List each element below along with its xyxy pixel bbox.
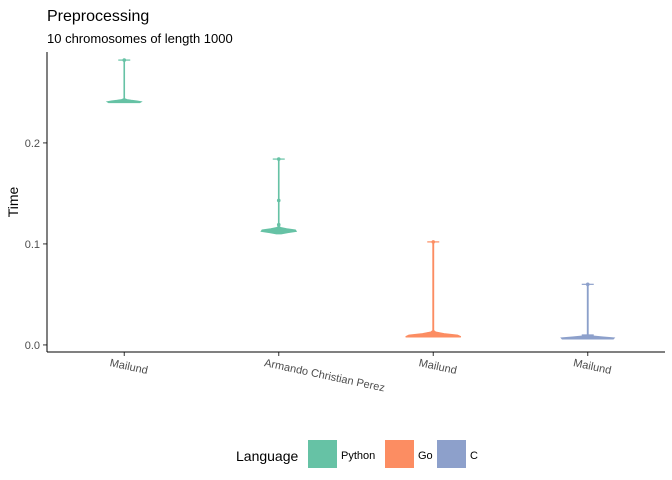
- x-axis: Mailund Armando Christian Perez Mailund Mai…: [109, 352, 612, 394]
- legend-label-go: Go: [418, 450, 433, 462]
- legend-label-python: Python: [341, 450, 375, 462]
- violin-peak: [581, 334, 594, 339]
- y-tick-label: 0.2: [25, 138, 40, 150]
- y-tick-label: 0.0: [25, 340, 40, 352]
- outlier-point: [276, 222, 281, 227]
- outlier-point: [276, 198, 281, 203]
- violin-peak: [427, 332, 440, 337]
- outlier-point: [431, 240, 436, 244]
- legend-title: Language: [236, 448, 299, 464]
- legend-label-c: C: [470, 450, 478, 462]
- outlier-point: [276, 157, 281, 161]
- legend-swatch-python: [308, 440, 337, 468]
- y-axis-title: Time: [5, 186, 21, 217]
- chart-subtitle: 10 chromosomes of length 1000: [47, 31, 233, 46]
- y-axis: 0.0 0.1 0.2: [25, 138, 47, 352]
- plot-area: [105, 58, 616, 340]
- x-tick-label: Armando Christian Perez: [263, 357, 386, 394]
- chart-title: Preprocessing: [47, 8, 149, 25]
- y-tick-label: 0.1: [25, 239, 40, 251]
- x-tick-label: Mailund: [572, 357, 612, 377]
- x-tick-label: Mailund: [109, 357, 149, 377]
- outlier-point: [585, 282, 590, 287]
- legend: Language Python Go C: [236, 440, 478, 468]
- legend-swatch-c: [437, 440, 466, 468]
- legend-swatch-go: [385, 440, 414, 468]
- x-tick-label: Mailund: [418, 357, 458, 377]
- outlier-point: [122, 58, 127, 62]
